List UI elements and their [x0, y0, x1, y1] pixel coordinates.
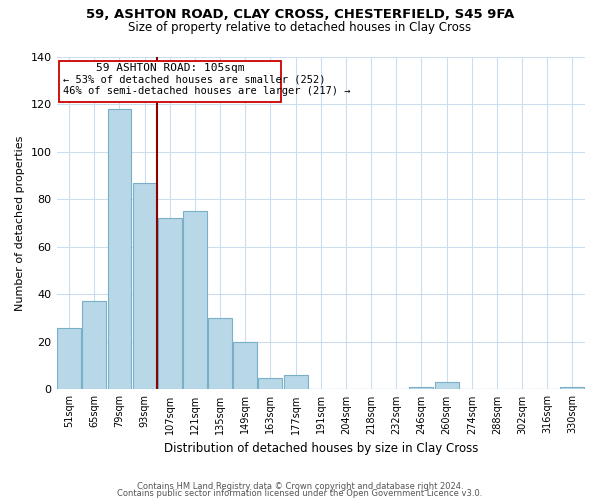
- Bar: [208, 318, 232, 390]
- Bar: [57, 328, 81, 390]
- Bar: [434, 382, 458, 390]
- Text: Contains HM Land Registry data © Crown copyright and database right 2024.: Contains HM Land Registry data © Crown c…: [137, 482, 463, 491]
- Bar: [409, 387, 433, 390]
- Text: Size of property relative to detached houses in Clay Cross: Size of property relative to detached ho…: [128, 21, 472, 34]
- Bar: [133, 182, 157, 390]
- Bar: [183, 211, 207, 390]
- Y-axis label: Number of detached properties: Number of detached properties: [15, 136, 25, 310]
- Text: 46% of semi-detached houses are larger (217) →: 46% of semi-detached houses are larger (…: [63, 86, 350, 96]
- X-axis label: Distribution of detached houses by size in Clay Cross: Distribution of detached houses by size …: [164, 442, 478, 455]
- Bar: [233, 342, 257, 390]
- Bar: [158, 218, 182, 390]
- Bar: [284, 375, 308, 390]
- FancyBboxPatch shape: [59, 62, 281, 102]
- Bar: [107, 109, 131, 390]
- Text: 59, ASHTON ROAD, CLAY CROSS, CHESTERFIELD, S45 9FA: 59, ASHTON ROAD, CLAY CROSS, CHESTERFIEL…: [86, 8, 514, 20]
- Text: 59 ASHTON ROAD: 105sqm: 59 ASHTON ROAD: 105sqm: [95, 63, 244, 73]
- Bar: [82, 302, 106, 390]
- Bar: [560, 387, 584, 390]
- Bar: [259, 378, 283, 390]
- Text: ← 53% of detached houses are smaller (252): ← 53% of detached houses are smaller (25…: [63, 74, 325, 84]
- Text: Contains public sector information licensed under the Open Government Licence v3: Contains public sector information licen…: [118, 490, 482, 498]
